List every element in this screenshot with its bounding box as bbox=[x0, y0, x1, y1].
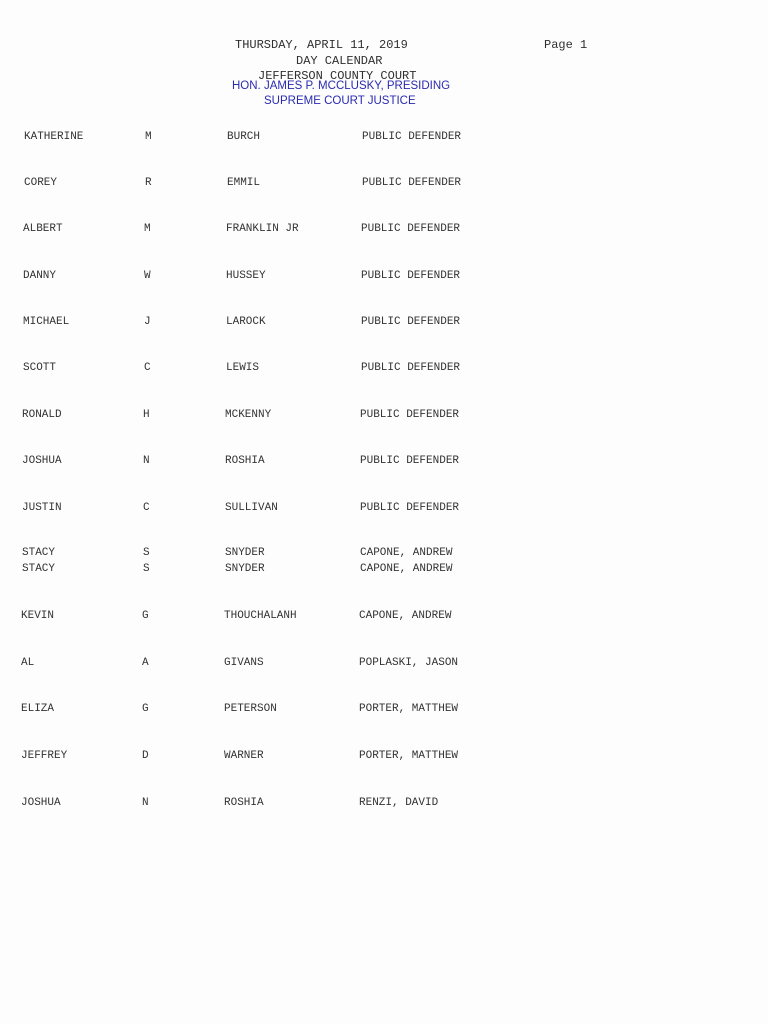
last-name: SNYDER bbox=[225, 547, 265, 559]
last-name: ROSHIA bbox=[225, 455, 265, 467]
calendar-date: THURSDAY, APRIL 11, 2019 bbox=[235, 38, 408, 52]
attorney: RENZI, DAVID bbox=[359, 797, 439, 809]
first-name: KEVIN bbox=[21, 610, 55, 622]
first-name: JOSHUA bbox=[21, 797, 61, 809]
last-name: GIVANS bbox=[224, 657, 264, 669]
middle-initial: A bbox=[142, 657, 149, 669]
middle-initial: G bbox=[142, 703, 149, 715]
calendar-row: KATHERINE M BURCH PUBLIC DEFENDER bbox=[0, 131, 520, 145]
judge-title: SUPREME COURT JUSTICE bbox=[264, 95, 416, 107]
middle-initial: W bbox=[144, 270, 151, 282]
calendar-row: KEVIN G THOUCHALANH CAPONE, ANDREW bbox=[0, 610, 517, 624]
middle-initial: G bbox=[142, 610, 149, 622]
calendar-row: ELIZA G PETERSON PORTER, MATTHEW bbox=[0, 703, 517, 717]
first-name: MICHAEL bbox=[23, 316, 70, 328]
attorney: CAPONE, ANDREW bbox=[359, 610, 452, 622]
middle-initial: R bbox=[145, 177, 152, 189]
middle-initial: N bbox=[143, 455, 150, 467]
attorney: CAPONE, ANDREW bbox=[360, 547, 453, 559]
calendar-row: JOSHUA N ROSHIA RENZI, DAVID bbox=[0, 797, 517, 811]
attorney: PUBLIC DEFENDER bbox=[361, 223, 461, 235]
first-name: AL bbox=[21, 657, 35, 669]
attorney: POPLASKI, JASON bbox=[359, 657, 459, 669]
last-name: PETERSON bbox=[224, 703, 277, 715]
attorney: PUBLIC DEFENDER bbox=[360, 502, 460, 514]
document-title: DAY CALENDAR bbox=[296, 54, 383, 68]
attorney: PUBLIC DEFENDER bbox=[362, 131, 462, 143]
presiding-judge: HON. JAMES P. MCCLUSKY, PRESIDING bbox=[232, 80, 451, 92]
calendar-row: RONALD H MCKENNY PUBLIC DEFENDER bbox=[0, 409, 518, 423]
first-name: JUSTIN bbox=[22, 502, 62, 514]
page-number: Page 1 bbox=[544, 38, 588, 52]
first-name: STACY bbox=[22, 563, 56, 575]
calendar-row: MICHAEL J LAROCK PUBLIC DEFENDER bbox=[0, 316, 519, 330]
first-name: DANNY bbox=[23, 270, 57, 282]
attorney: PUBLIC DEFENDER bbox=[360, 455, 460, 467]
last-name: LAROCK bbox=[226, 316, 266, 328]
first-name: RONALD bbox=[22, 409, 62, 421]
last-name: FRANKLIN JR bbox=[226, 223, 299, 235]
first-name: JEFFREY bbox=[21, 750, 68, 762]
last-name: WARNER bbox=[224, 750, 264, 762]
first-name: KATHERINE bbox=[24, 131, 84, 143]
middle-initial: M bbox=[145, 131, 152, 143]
first-name: SCOTT bbox=[23, 362, 57, 374]
calendar-row: DANNY W HUSSEY PUBLIC DEFENDER bbox=[0, 270, 519, 284]
first-name: ALBERT bbox=[23, 223, 63, 235]
middle-initial: D bbox=[142, 750, 149, 762]
last-name: MCKENNY bbox=[225, 409, 272, 421]
first-name: COREY bbox=[24, 177, 58, 189]
last-name: SNYDER bbox=[225, 563, 265, 575]
court-name: JEFFERSON COUNTY COURT bbox=[258, 69, 417, 83]
calendar-row: JOSHUA N ROSHIA PUBLIC DEFENDER bbox=[0, 455, 518, 469]
attorney: PUBLIC DEFENDER bbox=[361, 270, 461, 282]
first-name: STACY bbox=[22, 547, 56, 559]
attorney: PUBLIC DEFENDER bbox=[361, 362, 461, 374]
calendar-row: AL A GIVANS POPLASKI, JASON bbox=[0, 657, 517, 671]
middle-initial: N bbox=[142, 797, 149, 809]
calendar-row: ALBERT M FRANKLIN JR PUBLIC DEFENDER bbox=[0, 223, 519, 237]
middle-initial: C bbox=[143, 502, 150, 514]
last-name: SULLIVAN bbox=[225, 502, 278, 514]
attorney: PORTER, MATTHEW bbox=[359, 750, 459, 762]
last-name: BURCH bbox=[227, 131, 261, 143]
first-name: JOSHUA bbox=[22, 455, 62, 467]
calendar-row: JEFFREY D WARNER PORTER, MATTHEW bbox=[0, 750, 517, 764]
last-name: LEWIS bbox=[226, 362, 260, 374]
middle-initial: S bbox=[143, 563, 150, 575]
attorney: PUBLIC DEFENDER bbox=[360, 409, 460, 421]
attorney: PORTER, MATTHEW bbox=[359, 703, 459, 715]
calendar-row: STACY S SNYDER CAPONE, ANDREW bbox=[0, 547, 518, 561]
middle-initial: C bbox=[144, 362, 151, 374]
first-name: ELIZA bbox=[21, 703, 55, 715]
last-name: EMMIL bbox=[227, 177, 261, 189]
middle-initial: H bbox=[143, 409, 150, 421]
calendar-row: COREY R EMMIL PUBLIC DEFENDER bbox=[0, 177, 520, 191]
calendar-row: STACY S SNYDER CAPONE, ANDREW bbox=[0, 563, 518, 577]
calendar-row: JUSTIN C SULLIVAN PUBLIC DEFENDER bbox=[0, 502, 518, 516]
last-name: ROSHIA bbox=[224, 797, 264, 809]
last-name: THOUCHALANH bbox=[224, 610, 297, 622]
attorney: PUBLIC DEFENDER bbox=[361, 316, 461, 328]
attorney: PUBLIC DEFENDER bbox=[362, 177, 462, 189]
calendar-row: SCOTT C LEWIS PUBLIC DEFENDER bbox=[0, 362, 519, 376]
attorney: CAPONE, ANDREW bbox=[360, 563, 453, 575]
last-name: HUSSEY bbox=[226, 270, 266, 282]
middle-initial: M bbox=[144, 223, 151, 235]
middle-initial: J bbox=[144, 316, 151, 328]
middle-initial: S bbox=[143, 547, 150, 559]
